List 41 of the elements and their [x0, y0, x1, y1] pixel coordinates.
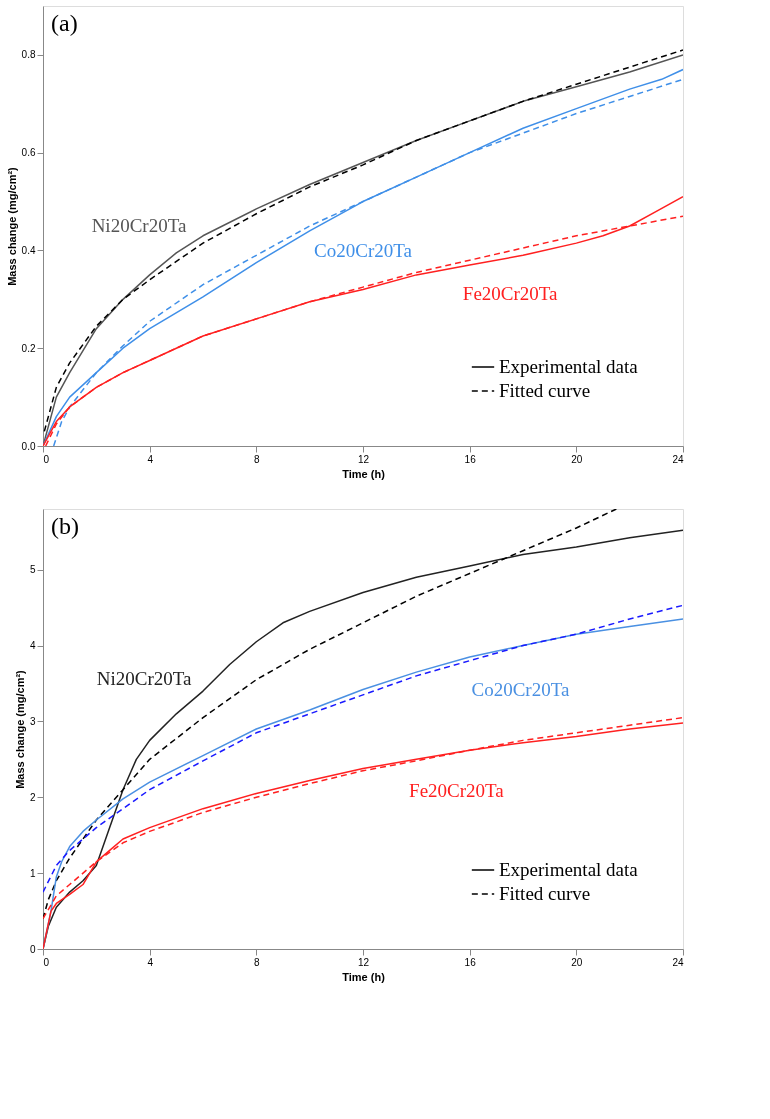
x-axis-title: Time (h): [342, 467, 386, 480]
x-tick-label: 16: [464, 453, 477, 465]
x-tick-label: 12: [357, 453, 370, 465]
annotation: Co20Cr20Ta: [314, 239, 413, 261]
annotation: Fe20Cr20Ta: [409, 780, 505, 802]
y-tick-label: 0.4: [21, 244, 36, 256]
annotation: Fitted curve: [499, 380, 591, 401]
chart-title: (b): [51, 513, 79, 539]
x-tick-label: 0: [43, 956, 50, 968]
x-tick-label: 4: [147, 956, 154, 968]
x-tick-label: 12: [357, 956, 370, 968]
y-tick-label: 0: [29, 943, 36, 955]
y-tick-label: 0.0: [21, 440, 36, 452]
chart-title: (a): [51, 10, 78, 36]
y-tick-label: 2: [29, 791, 36, 803]
y-tick-label: 5: [29, 564, 36, 576]
x-tick-label: 20: [571, 453, 583, 465]
y-tick-label: 3: [29, 715, 36, 727]
annotation: Fitted curve: [499, 883, 591, 904]
x-tick-label: 4: [147, 453, 154, 465]
x-tick-label: 16: [464, 956, 477, 968]
annotation: Fe20Cr20Ta: [462, 283, 559, 305]
annotation: Experimental data: [499, 356, 639, 377]
y-tick-label: 0.8: [21, 49, 36, 61]
y-tick-label: 4: [29, 640, 36, 652]
x-tick-label: 8: [254, 453, 261, 465]
annotation: Experimental data: [499, 859, 639, 880]
y-tick-label: 0.6: [21, 147, 36, 159]
x-tick-label: 24: [672, 453, 684, 465]
x-tick-label: 24: [672, 956, 684, 968]
y-axis-title: Mass change (mg/cm²): [5, 166, 18, 286]
annotation: Ni20Cr20Ta: [96, 667, 193, 689]
x-tick-label: 8: [254, 956, 261, 968]
x-axis-title: Time (h): [342, 970, 386, 983]
x-tick-label: 20: [571, 956, 583, 968]
annotation: Co20Cr20Ta: [471, 679, 570, 701]
y-tick-label: 0.2: [21, 342, 36, 354]
y-axis-title: Mass change (mg/cm²): [13, 669, 26, 789]
y-tick-label: 1: [29, 867, 36, 879]
annotation: Ni20Cr20Ta: [91, 215, 187, 236]
x-tick-label: 0: [43, 453, 50, 465]
